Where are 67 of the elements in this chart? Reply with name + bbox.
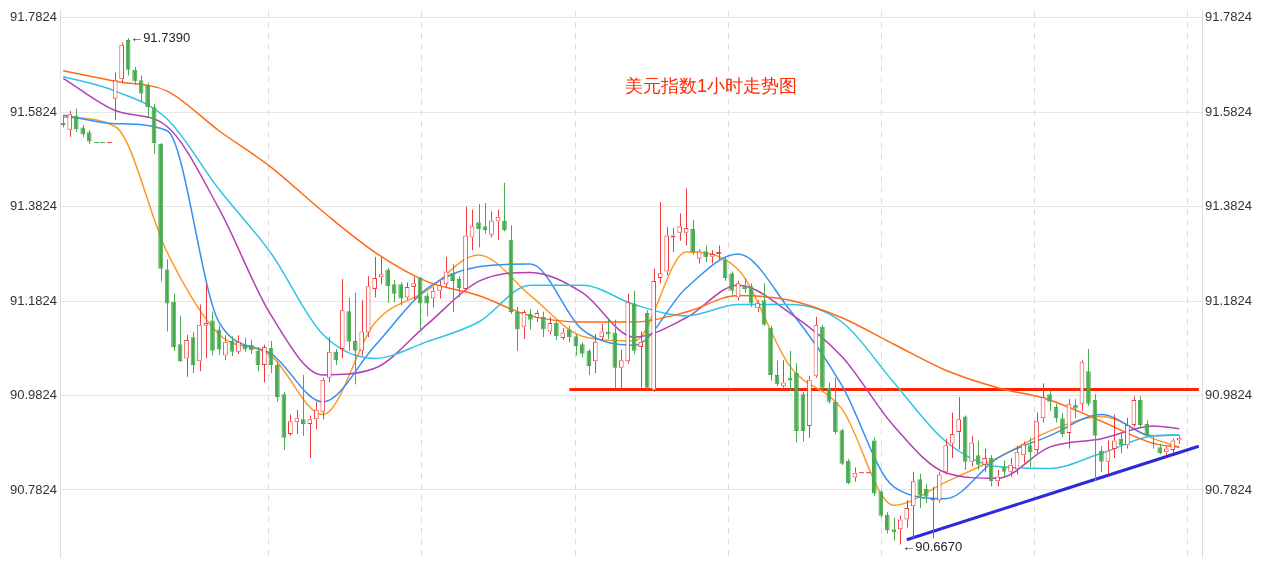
candlestick bbox=[372, 256, 378, 298]
candlestick bbox=[995, 469, 1000, 487]
y-tick-label: 90.9824 bbox=[10, 387, 57, 403]
y2-tick-label: 91.3824 bbox=[1205, 198, 1252, 214]
annotation: ←90.6670 bbox=[902, 539, 963, 555]
y2-tick-label: 91.5824 bbox=[1205, 103, 1252, 119]
y-tick-label: 91.3824 bbox=[10, 198, 57, 214]
candlestick bbox=[807, 375, 812, 439]
candlestick bbox=[1034, 412, 1039, 454]
candlestick bbox=[437, 280, 442, 299]
candlestick bbox=[599, 323, 605, 341]
candlestick bbox=[709, 249, 715, 264]
candlestick bbox=[605, 319, 611, 340]
candlestick bbox=[411, 276, 416, 301]
candlestick bbox=[203, 283, 209, 359]
candlestick bbox=[904, 499, 910, 528]
candlestick bbox=[625, 293, 631, 365]
candlestick bbox=[359, 299, 365, 357]
candlestick bbox=[943, 438, 949, 476]
y2-tick-label: 90.7824 bbox=[1205, 481, 1252, 497]
candlestick bbox=[677, 212, 682, 242]
candlestick bbox=[638, 330, 644, 389]
candlestick bbox=[1125, 417, 1130, 450]
candlestick bbox=[1112, 414, 1117, 459]
candlestick bbox=[1170, 438, 1176, 454]
candlestick bbox=[936, 471, 942, 504]
candlestick bbox=[781, 359, 786, 387]
candlestick bbox=[956, 396, 962, 451]
y2-tick-label: 90.9824 bbox=[1205, 387, 1252, 403]
candlestick bbox=[119, 41, 124, 84]
y-tick-label: 91.7824 bbox=[10, 9, 57, 25]
candlestick bbox=[755, 299, 760, 313]
candlestick bbox=[1008, 457, 1013, 478]
candlestick bbox=[236, 334, 241, 355]
annotation: ←91.7390 bbox=[130, 29, 191, 45]
candlestick bbox=[378, 256, 384, 285]
candlestick bbox=[592, 333, 598, 374]
candlestick bbox=[320, 377, 326, 420]
candlestick bbox=[897, 515, 903, 545]
candlestick bbox=[262, 344, 267, 383]
candlestick bbox=[326, 336, 332, 383]
candlestick bbox=[651, 268, 657, 391]
candlestick bbox=[307, 415, 313, 459]
candlestick bbox=[664, 226, 670, 276]
candlestick bbox=[1021, 441, 1026, 464]
candlestick bbox=[969, 435, 974, 468]
y2-tick-label: 91.7824 bbox=[1205, 9, 1252, 25]
candlestick bbox=[365, 275, 371, 338]
candlestick bbox=[313, 401, 319, 430]
candlestick bbox=[982, 448, 987, 473]
candlestick bbox=[184, 334, 189, 378]
y2-tick-label: 91.1824 bbox=[1205, 292, 1252, 308]
candlestick bbox=[949, 412, 955, 459]
candlestick bbox=[67, 110, 73, 138]
candlestick bbox=[339, 278, 345, 359]
candlestick bbox=[742, 277, 747, 294]
y-tick-label: 90.7824 bbox=[10, 481, 57, 497]
candlestick bbox=[1176, 435, 1182, 445]
candlestick bbox=[910, 471, 916, 540]
y-tick-label: 91.1824 bbox=[10, 292, 57, 308]
candlestick bbox=[294, 409, 300, 435]
candlestick bbox=[891, 517, 897, 542]
candlestick bbox=[223, 334, 228, 361]
candlestick bbox=[618, 348, 624, 391]
text: 美元指数1小时走势图 bbox=[624, 75, 797, 96]
candlestick bbox=[657, 201, 663, 284]
y-tick-label: 91.5824 bbox=[10, 103, 57, 119]
